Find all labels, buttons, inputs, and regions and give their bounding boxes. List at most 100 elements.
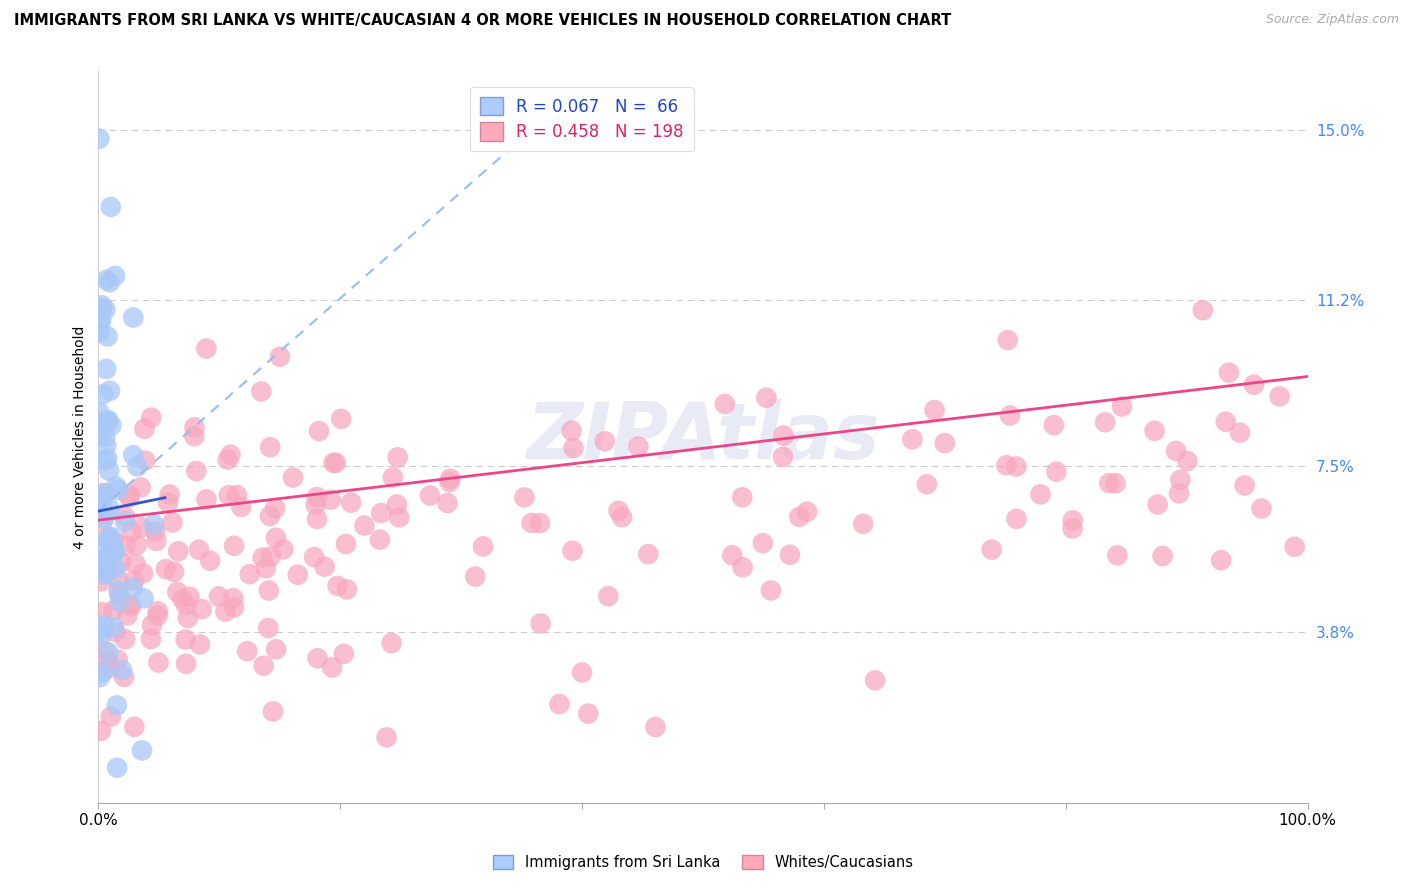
- Point: [98, 533, 121, 548]
- Point: [93, 644, 115, 658]
- Point: [513, 491, 536, 505]
- Point: [96, 533, 118, 547]
- Point: [89, 131, 111, 145]
- Point: [107, 574, 129, 588]
- Point: [188, 637, 211, 651]
- Point: [217, 452, 239, 467]
- Point: [96, 362, 118, 376]
- Point: [104, 544, 127, 558]
- Point: [731, 491, 754, 505]
- Point: [340, 495, 363, 509]
- Point: [225, 488, 247, 502]
- Point: [370, 506, 392, 520]
- Point: [302, 549, 325, 564]
- Point: [100, 418, 122, 433]
- Point: [93, 511, 115, 525]
- Point: [103, 544, 125, 558]
- Point: [1098, 476, 1121, 491]
- Point: [90, 574, 112, 589]
- Point: [91, 665, 114, 679]
- Point: [157, 496, 180, 510]
- Point: [98, 661, 121, 675]
- Point: [759, 583, 782, 598]
- Point: [108, 586, 131, 600]
- Point: [1229, 425, 1251, 440]
- Point: [107, 483, 129, 497]
- Point: [96, 550, 118, 565]
- Point: [143, 524, 166, 539]
- Point: [1218, 366, 1240, 380]
- Point: [141, 410, 163, 425]
- Point: [98, 501, 121, 516]
- Point: [89, 316, 111, 330]
- Point: [254, 561, 277, 575]
- Point: [98, 276, 121, 290]
- Point: [529, 516, 551, 530]
- Point: [98, 531, 121, 545]
- Point: [368, 533, 391, 547]
- Point: [111, 663, 134, 677]
- Point: [561, 543, 583, 558]
- Point: [97, 556, 120, 570]
- Point: [593, 434, 616, 449]
- Point: [325, 456, 347, 470]
- Point: [1111, 400, 1133, 414]
- Point: [250, 384, 273, 399]
- Point: [89, 542, 111, 557]
- Point: [472, 540, 495, 554]
- Point: [97, 329, 120, 343]
- Point: [1005, 512, 1028, 526]
- Point: [104, 625, 127, 640]
- Point: [1211, 553, 1233, 567]
- Point: [91, 387, 114, 401]
- Point: [336, 582, 359, 597]
- Point: [103, 535, 125, 549]
- Point: [104, 268, 127, 283]
- Point: [195, 492, 218, 507]
- Point: [172, 591, 194, 606]
- Point: [755, 391, 778, 405]
- Point: [90, 605, 112, 619]
- Point: [1243, 377, 1265, 392]
- Point: [385, 498, 408, 512]
- Point: [772, 428, 794, 442]
- Point: [98, 464, 121, 478]
- Point: [571, 665, 593, 680]
- Point: [561, 424, 583, 438]
- Point: [186, 464, 208, 478]
- Point: [281, 470, 304, 484]
- Point: [1268, 389, 1291, 403]
- Point: [174, 657, 197, 671]
- Point: [120, 599, 142, 614]
- Point: [273, 542, 295, 557]
- Point: [335, 537, 357, 551]
- Point: [208, 590, 231, 604]
- Point: [1164, 443, 1187, 458]
- Point: [915, 477, 938, 491]
- Point: [132, 591, 155, 606]
- Point: [1284, 540, 1306, 554]
- Point: [387, 450, 409, 465]
- Point: [98, 384, 121, 398]
- Point: [222, 600, 245, 615]
- Point: [259, 509, 281, 524]
- Point: [252, 550, 274, 565]
- Point: [1168, 486, 1191, 500]
- Point: [159, 487, 181, 501]
- Point: [94, 564, 117, 578]
- Point: [322, 456, 344, 470]
- Point: [1177, 454, 1199, 468]
- Point: [257, 621, 280, 635]
- Point: [117, 608, 139, 623]
- Point: [148, 656, 170, 670]
- Point: [122, 310, 145, 325]
- Point: [132, 566, 155, 581]
- Point: [94, 302, 117, 317]
- Point: [114, 632, 136, 647]
- Point: [637, 547, 659, 561]
- Point: [1005, 459, 1028, 474]
- Point: [110, 556, 132, 570]
- Point: [607, 504, 630, 518]
- Point: [1143, 424, 1166, 438]
- Point: [97, 655, 120, 669]
